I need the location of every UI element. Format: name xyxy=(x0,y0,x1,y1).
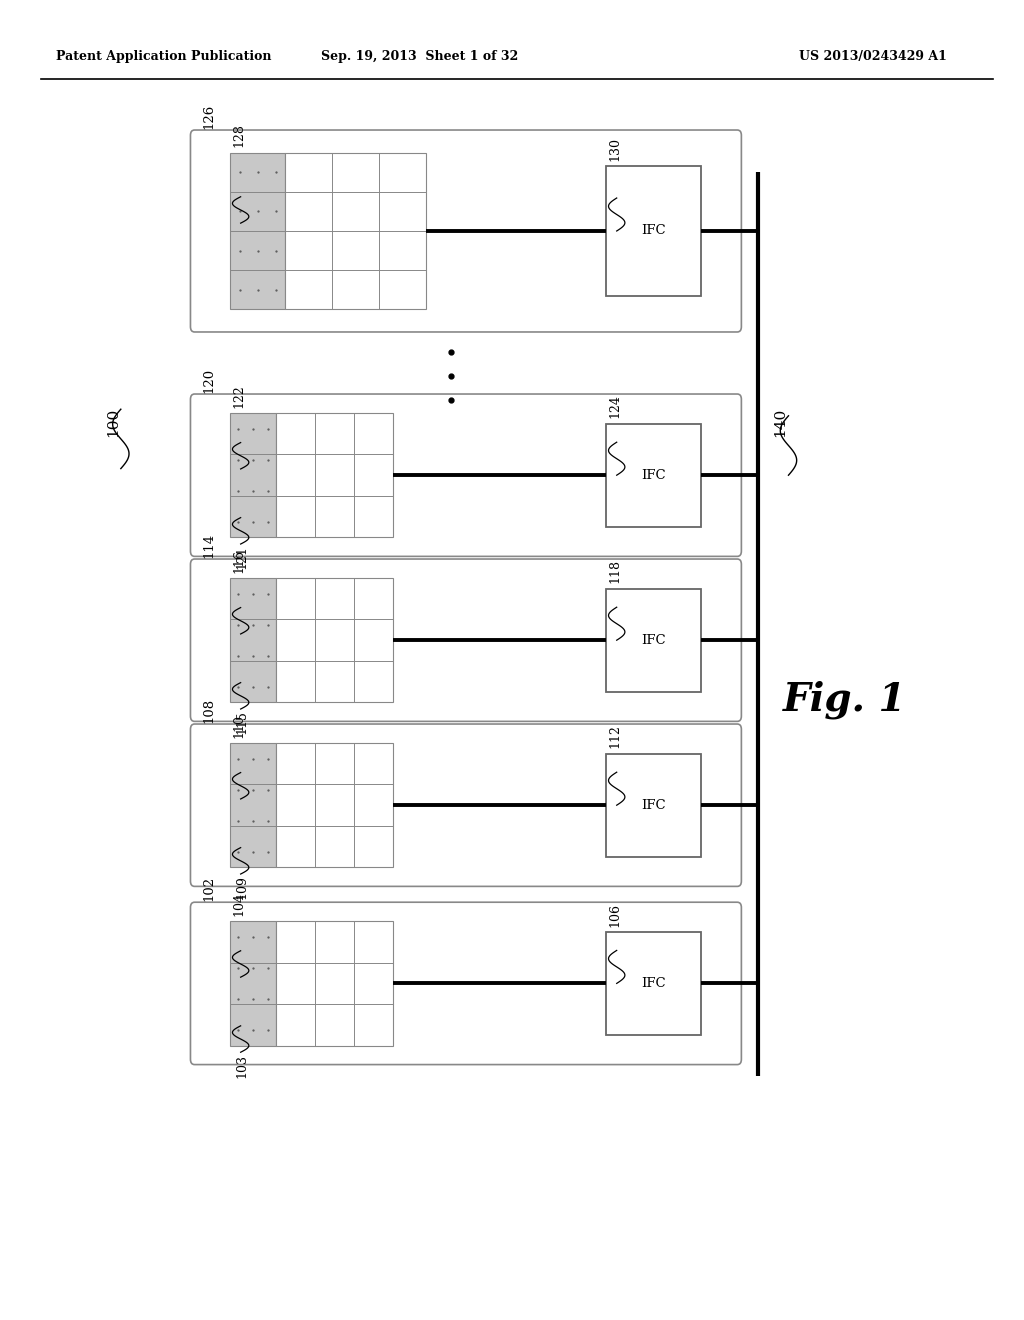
Text: 104: 104 xyxy=(232,892,246,916)
Text: 108: 108 xyxy=(203,697,216,722)
Text: 106: 106 xyxy=(608,903,622,927)
Bar xyxy=(276,578,393,702)
Bar xyxy=(606,589,701,692)
Text: 116: 116 xyxy=(232,549,246,573)
Bar xyxy=(230,153,285,309)
Text: 115: 115 xyxy=(236,710,249,734)
Bar xyxy=(276,413,393,537)
Text: US 2013/0243429 A1: US 2013/0243429 A1 xyxy=(799,50,946,63)
Text: Patent Application Publication: Patent Application Publication xyxy=(56,50,271,63)
Bar xyxy=(276,743,393,867)
Text: 121: 121 xyxy=(236,545,249,569)
Text: 110: 110 xyxy=(232,714,246,738)
Text: 114: 114 xyxy=(203,532,216,557)
FancyBboxPatch shape xyxy=(190,903,741,1064)
Text: Fig. 1: Fig. 1 xyxy=(783,680,906,719)
Bar xyxy=(230,921,276,1045)
Bar xyxy=(230,578,276,702)
Bar xyxy=(285,153,426,309)
Bar xyxy=(606,166,701,296)
Text: 118: 118 xyxy=(608,560,622,583)
Text: 109: 109 xyxy=(236,875,249,899)
Text: 124: 124 xyxy=(608,395,622,418)
FancyBboxPatch shape xyxy=(190,131,741,333)
Text: 102: 102 xyxy=(203,875,216,900)
Bar xyxy=(606,932,701,1035)
Bar xyxy=(230,413,276,537)
Text: 112: 112 xyxy=(608,725,622,748)
Text: IFC: IFC xyxy=(642,977,667,990)
Text: IFC: IFC xyxy=(642,224,667,238)
Text: IFC: IFC xyxy=(642,634,667,647)
Text: Sep. 19, 2013  Sheet 1 of 32: Sep. 19, 2013 Sheet 1 of 32 xyxy=(322,50,518,63)
Bar xyxy=(606,424,701,527)
Text: 100: 100 xyxy=(105,408,120,437)
Text: 128: 128 xyxy=(232,123,246,148)
Text: 126: 126 xyxy=(203,103,216,129)
Text: 120: 120 xyxy=(203,367,216,393)
Text: IFC: IFC xyxy=(642,799,667,812)
Text: 140: 140 xyxy=(773,408,787,437)
Bar xyxy=(276,921,393,1045)
FancyBboxPatch shape xyxy=(190,393,741,557)
FancyBboxPatch shape xyxy=(190,560,741,721)
Text: 130: 130 xyxy=(608,137,622,161)
Text: IFC: IFC xyxy=(642,469,667,482)
Text: 103: 103 xyxy=(236,1053,249,1077)
Bar xyxy=(230,743,276,867)
Text: 122: 122 xyxy=(232,384,246,408)
Bar xyxy=(606,754,701,857)
FancyBboxPatch shape xyxy=(190,723,741,887)
